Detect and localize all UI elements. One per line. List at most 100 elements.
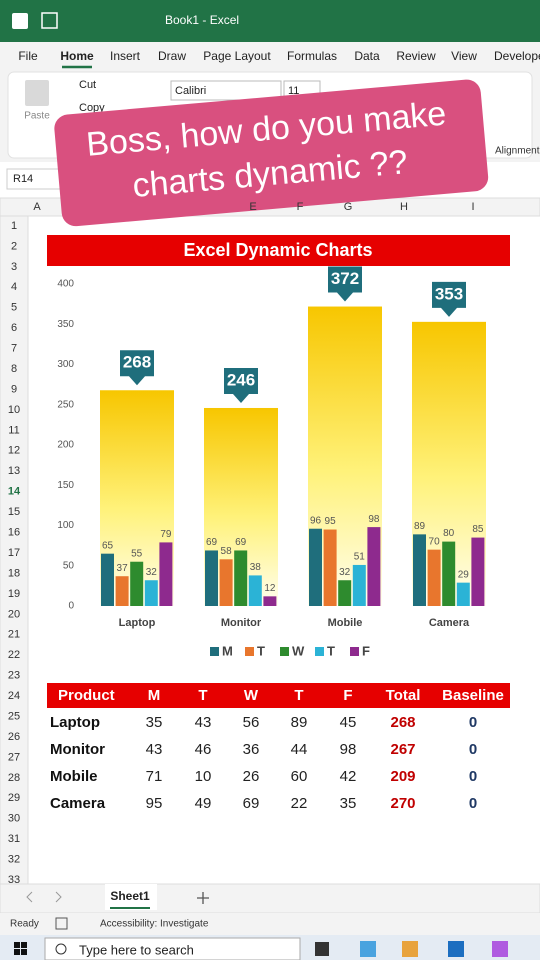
app-icon[interactable] <box>448 941 464 957</box>
font-size[interactable]: 11 <box>288 85 299 97</box>
copy-label[interactable]: Copy <box>79 102 105 114</box>
table-cell: 71 <box>146 768 163 785</box>
font-name[interactable]: Calibri <box>175 85 206 97</box>
table-cell: 22 <box>291 795 308 812</box>
task-view[interactable] <box>315 942 329 956</box>
row-header[interactable]: 14 <box>8 486 21 498</box>
bar <box>101 553 114 606</box>
row-header[interactable]: 31 <box>8 833 20 845</box>
macro-icon[interactable] <box>55 917 68 930</box>
table-cell: 35 <box>340 795 357 812</box>
row-header[interactable]: 30 <box>8 813 20 825</box>
ribbon-tab[interactable]: Insert <box>110 49 141 63</box>
data-label: 69 <box>206 537 218 548</box>
app-icon[interactable] <box>492 941 508 957</box>
row-header[interactable]: 7 <box>11 343 17 355</box>
table-cell: 10 <box>195 768 212 785</box>
row-header[interactable]: 27 <box>8 751 20 763</box>
column-header[interactable]: E <box>249 201 256 213</box>
row-header[interactable]: 4 <box>11 281 17 293</box>
total-label: 246 <box>227 370 255 389</box>
row-header[interactable]: 2 <box>11 240 17 252</box>
paste-icon[interactable] <box>25 80 49 106</box>
data-label: 96 <box>310 515 322 526</box>
search-text[interactable]: Type here to search <box>79 942 194 957</box>
table-cell: Laptop <box>50 714 100 731</box>
data-label: 32 <box>146 567 158 578</box>
ribbon-tab[interactable]: Data <box>354 49 380 63</box>
search-icon <box>55 943 67 955</box>
add-sheet[interactable] <box>197 892 209 904</box>
row-header[interactable]: 28 <box>8 772 20 784</box>
search-box[interactable] <box>44 937 301 960</box>
row-header[interactable]: 9 <box>11 383 17 395</box>
row-header[interactable]: 15 <box>8 506 20 518</box>
font-box[interactable] <box>170 80 282 101</box>
row-header[interactable]: 21 <box>8 629 20 641</box>
app-icon[interactable] <box>402 941 418 957</box>
bar <box>130 561 144 606</box>
row-header[interactable]: 32 <box>8 854 20 866</box>
row-header[interactable]: 13 <box>8 465 20 477</box>
ribbon-tab[interactable]: View <box>451 49 477 63</box>
row-header[interactable]: 25 <box>8 710 20 722</box>
row-header[interactable]: 11 <box>8 424 19 436</box>
y-tick-label: 350 <box>57 319 74 330</box>
row-header[interactable]: 17 <box>8 547 20 559</box>
bar <box>442 541 456 606</box>
ribbon-tab[interactable]: Home <box>60 49 94 63</box>
row-header[interactable]: 1 <box>11 220 17 232</box>
row-header[interactable]: 24 <box>8 690 20 702</box>
paste-label[interactable]: Paste <box>24 111 50 122</box>
legend-swatch <box>210 647 219 656</box>
sheet-nav-arrows[interactable] <box>26 891 62 903</box>
row-header[interactable]: 33 <box>8 874 20 886</box>
save-icon[interactable] <box>41 12 58 29</box>
chart-title: Excel Dynamic Charts <box>183 240 372 260</box>
row-header[interactable]: 3 <box>11 261 17 273</box>
row-header[interactable]: 26 <box>8 731 20 743</box>
sheet-tab[interactable] <box>105 884 157 910</box>
table-header: T <box>294 687 303 704</box>
data-label: 38 <box>250 562 262 573</box>
ribbon-tab[interactable]: Develope <box>494 49 540 63</box>
sheet-tab-label[interactable]: Sheet1 <box>110 889 150 903</box>
data-label: 95 <box>325 516 337 527</box>
row-header[interactable]: 12 <box>8 445 20 457</box>
status-accessibility[interactable]: Accessibility: Investigate <box>100 919 209 930</box>
row-header[interactable]: 16 <box>8 527 20 539</box>
row-header[interactable]: 8 <box>11 363 17 375</box>
row-header[interactable]: 20 <box>8 608 20 620</box>
data-label: 89 <box>414 521 426 532</box>
row-header[interactable]: 29 <box>8 792 20 804</box>
row-header[interactable]: 22 <box>8 649 20 661</box>
ribbon-tab[interactable]: Draw <box>158 49 186 63</box>
legend-label: T <box>327 643 335 658</box>
cut-label[interactable]: Cut <box>79 79 96 91</box>
row-header[interactable]: 6 <box>11 322 17 334</box>
ribbon-tab[interactable]: Review <box>396 49 436 63</box>
start-button[interactable] <box>14 942 27 955</box>
row-header[interactable]: 18 <box>8 567 20 579</box>
row-header[interactable]: 23 <box>8 670 20 682</box>
row-header[interactable]: 5 <box>11 302 17 314</box>
ribbon-tab[interactable]: File <box>18 49 38 63</box>
column-header[interactable]: G <box>344 201 353 213</box>
name-box-text[interactable]: R14 <box>13 173 33 185</box>
column-header[interactable]: H <box>400 201 408 213</box>
status-ready: Ready <box>10 919 39 930</box>
row-header[interactable]: 19 <box>8 588 20 600</box>
column-header[interactable]: I <box>471 201 474 213</box>
ribbon-tab[interactable]: Page Layout <box>203 49 271 63</box>
x-tick-label: Monitor <box>221 617 262 629</box>
table-cell: 69 <box>243 795 260 812</box>
data-label: 98 <box>368 514 380 525</box>
bar <box>471 537 485 606</box>
row-header[interactable]: 10 <box>8 404 20 416</box>
table-cell: 267 <box>390 741 415 758</box>
column-header[interactable]: F <box>297 201 304 213</box>
table-cell: 43 <box>146 741 163 758</box>
column-header[interactable]: A <box>33 201 41 213</box>
ribbon-tab[interactable]: Formulas <box>287 49 337 63</box>
app-icon[interactable] <box>360 941 376 957</box>
